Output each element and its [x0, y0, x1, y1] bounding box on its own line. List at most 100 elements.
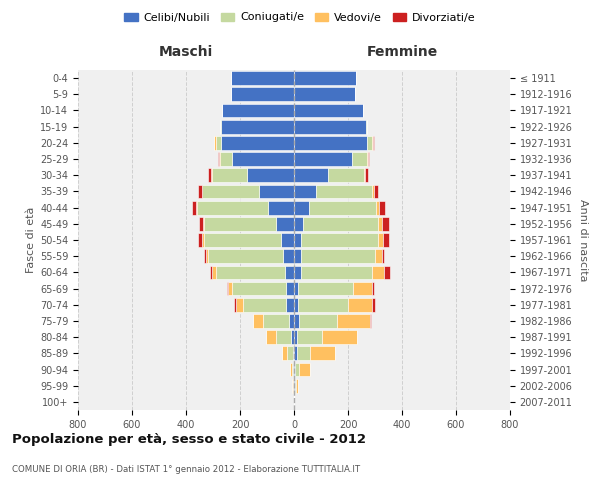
Bar — [382, 250, 385, 263]
Bar — [368, 152, 369, 166]
Bar — [294, 346, 296, 360]
Text: Popolazione per età, sesso e stato civile - 2012: Popolazione per età, sesso e stato civil… — [12, 432, 366, 446]
Bar — [236, 298, 243, 312]
Bar — [378, 233, 383, 247]
Bar — [277, 217, 294, 230]
Text: Femmine: Femmine — [367, 44, 437, 59]
Text: Maschi: Maschi — [159, 44, 213, 59]
Bar — [294, 282, 298, 296]
Bar — [294, 152, 352, 166]
Bar — [232, 152, 294, 166]
Bar — [198, 233, 202, 247]
Bar — [284, 266, 294, 280]
Bar — [199, 184, 202, 198]
Bar — [383, 233, 389, 247]
Bar — [367, 152, 368, 166]
Bar — [385, 266, 390, 280]
Bar — [295, 379, 296, 392]
Bar — [322, 330, 356, 344]
Bar — [253, 314, 263, 328]
Bar — [203, 233, 281, 247]
Bar — [337, 314, 370, 328]
Bar — [296, 346, 310, 360]
Bar — [372, 266, 385, 280]
Bar — [297, 330, 322, 344]
Bar — [294, 120, 365, 134]
Bar — [294, 266, 301, 280]
Bar — [289, 314, 294, 328]
Bar — [203, 250, 206, 263]
Bar — [294, 71, 356, 85]
Bar — [212, 266, 216, 280]
Bar — [294, 200, 309, 214]
Bar — [378, 217, 382, 230]
Text: COMUNE DI ORIA (BR) - Dati ISTAT 1° gennaio 2012 - Elaborazione TUTTITALIA.IT: COMUNE DI ORIA (BR) - Dati ISTAT 1° genn… — [12, 465, 360, 474]
Bar — [220, 120, 221, 134]
Bar — [310, 346, 335, 360]
Bar — [210, 266, 212, 280]
Bar — [286, 298, 294, 312]
Bar — [372, 184, 374, 198]
Bar — [286, 282, 294, 296]
Bar — [283, 250, 294, 263]
Bar — [230, 88, 294, 101]
Bar — [301, 266, 372, 280]
Bar — [294, 314, 299, 328]
Bar — [221, 136, 294, 149]
Bar — [277, 330, 292, 344]
Bar — [294, 136, 367, 149]
Bar — [298, 298, 348, 312]
Bar — [301, 233, 378, 247]
Bar — [216, 136, 221, 149]
Bar — [263, 314, 289, 328]
Bar — [221, 120, 294, 134]
Bar — [298, 282, 353, 296]
Bar — [294, 250, 301, 263]
Bar — [328, 168, 364, 182]
Bar — [243, 298, 286, 312]
Bar — [353, 282, 372, 296]
Bar — [296, 379, 298, 392]
Bar — [294, 184, 316, 198]
Bar — [292, 362, 293, 376]
Bar — [294, 168, 328, 182]
Bar — [365, 120, 367, 134]
Bar — [192, 200, 196, 214]
Bar — [365, 168, 368, 182]
Bar — [208, 168, 211, 182]
Bar — [370, 314, 371, 328]
Bar — [376, 200, 379, 214]
Bar — [208, 250, 283, 263]
Bar — [228, 282, 232, 296]
Bar — [203, 217, 277, 230]
Bar — [282, 346, 287, 360]
Bar — [294, 88, 355, 101]
Bar — [212, 168, 247, 182]
Bar — [294, 104, 363, 118]
Bar — [299, 314, 337, 328]
Legend: Celibi/Nubili, Coniugati/e, Vedovi/e, Divorziati/e: Celibi/Nubili, Coniugati/e, Vedovi/e, Di… — [120, 8, 480, 27]
Bar — [304, 217, 378, 230]
Bar — [367, 136, 372, 149]
Bar — [227, 282, 228, 296]
Bar — [293, 346, 294, 360]
Bar — [293, 362, 294, 376]
Bar — [372, 298, 375, 312]
Bar — [316, 184, 372, 198]
Bar — [218, 152, 219, 166]
Bar — [290, 362, 292, 376]
Bar — [197, 200, 268, 214]
Bar — [266, 330, 277, 344]
Bar — [206, 250, 208, 263]
Bar — [220, 152, 232, 166]
Bar — [292, 330, 294, 344]
Bar — [199, 217, 203, 230]
Bar — [287, 346, 293, 360]
Bar — [294, 233, 301, 247]
Y-axis label: Fasce di età: Fasce di età — [26, 207, 36, 273]
Bar — [372, 282, 374, 296]
Bar — [234, 298, 236, 312]
Y-axis label: Anni di nascita: Anni di nascita — [578, 198, 588, 281]
Bar — [259, 184, 294, 198]
Bar — [214, 136, 216, 149]
